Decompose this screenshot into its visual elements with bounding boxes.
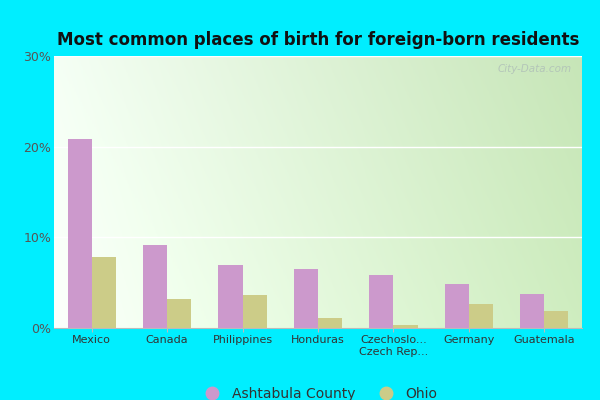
Bar	[218, 264, 242, 328]
Bar	[520, 294, 544, 328]
Bar	[68, 140, 92, 328]
Bar	[92, 257, 116, 328]
Title: Most common places of birth for foreign-born residents: Most common places of birth for foreign-…	[57, 31, 579, 49]
Bar	[369, 274, 394, 328]
Bar	[167, 299, 191, 328]
Bar	[143, 244, 167, 328]
Bar	[242, 295, 267, 328]
Bar	[294, 269, 318, 328]
Text: City-Data.com: City-Data.com	[497, 64, 571, 74]
Bar	[445, 284, 469, 328]
Bar	[318, 318, 342, 328]
Bar	[394, 325, 418, 328]
Legend: Ashtabula County, Ohio: Ashtabula County, Ohio	[193, 381, 443, 400]
Bar	[469, 304, 493, 328]
Bar	[544, 311, 568, 328]
